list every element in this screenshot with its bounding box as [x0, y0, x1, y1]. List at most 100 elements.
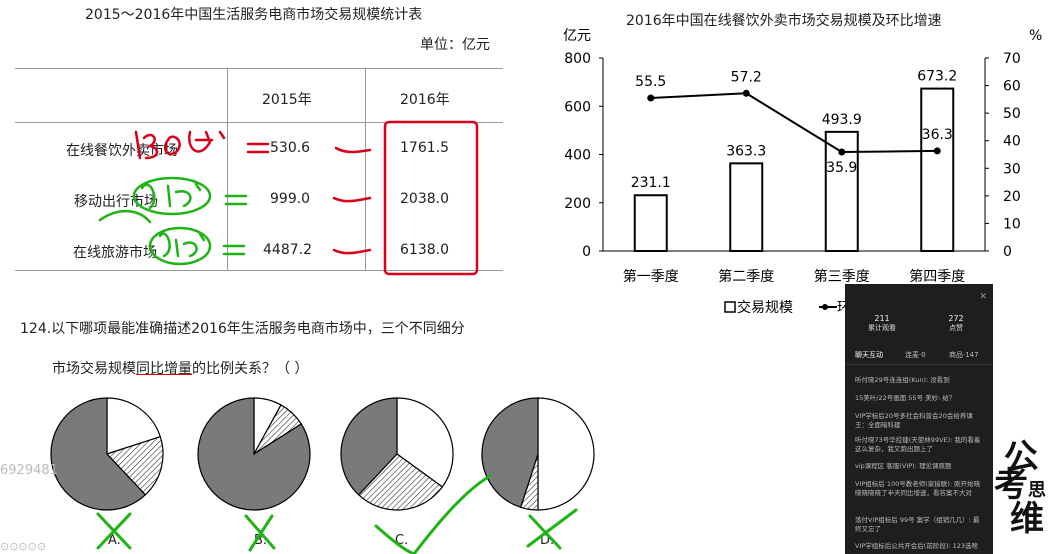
pie-slice	[481, 397, 539, 509]
row-label: 移动出行市场	[74, 194, 158, 210]
table-rule-bottom	[15, 270, 503, 271]
cross-mark	[96, 512, 132, 550]
chat-message: VIP学组标后公共开会后(前阶段): 123选啥	[855, 542, 979, 550]
line-point	[742, 89, 750, 97]
line-point	[647, 94, 655, 102]
table-rule-header	[15, 122, 503, 123]
pie-slice	[357, 453, 444, 511]
table-unit: 单位：亿元	[420, 37, 490, 53]
chat-message: 落付VIP组标后 99号 案学（组销几几）: 最终又忘了	[855, 516, 980, 533]
legend-bar-swatch	[724, 301, 736, 313]
question-text: 124.以下哪项最能准确描述2016年生活服务电商市场中，三个不同细分	[20, 321, 465, 337]
answer-marks	[96, 474, 578, 554]
table-col-divider	[227, 68, 228, 270]
row-value-2015: 999.0	[270, 191, 311, 207]
left-tick-label: 0	[582, 244, 591, 260]
right-axis-unit: %	[1029, 28, 1042, 44]
x-tick-label: 第一季度	[623, 268, 679, 285]
pie-slice	[197, 397, 311, 511]
stat-label: 累计观看	[868, 324, 896, 332]
chat-message: 15美叶/22号画面 55号 美妙: 给？	[855, 394, 956, 402]
close-icon[interactable]: ✕	[979, 292, 987, 302]
right-tick-label: 30	[1003, 161, 1021, 177]
bar-value-label: 673.2	[917, 69, 957, 85]
cross-mark	[526, 508, 578, 550]
pie-slice	[106, 397, 162, 455]
pie-option-b[interactable]	[197, 397, 311, 511]
bar-value-label: 363.3	[726, 143, 766, 159]
bar	[633, 194, 668, 253]
pie-slice	[537, 397, 595, 511]
red-scribble	[134, 130, 372, 160]
right-tick-label: 40	[1003, 134, 1021, 150]
row-label: 在线旅游市场	[73, 245, 157, 261]
cross-mark	[244, 514, 276, 552]
right-tick-label: 60	[1003, 79, 1021, 95]
right-tick-label: 10	[1003, 216, 1021, 232]
right-tick-label: 0	[1003, 244, 1012, 260]
live-chat-panel[interactable]: ✕ 211 累计观看 272 点赞 聊天互动 连麦·0 商品·147 听付晓29…	[845, 284, 993, 554]
line-value-label: 36.3	[922, 127, 953, 143]
chat-message: 听付晓29号连连组(Kun): 没看到	[855, 376, 950, 384]
pie-slice	[396, 397, 454, 488]
brand-logo: 公 考思 维	[994, 435, 1046, 539]
right-tick-label: 20	[1003, 189, 1021, 205]
x-tick-label: 第四季度	[909, 268, 965, 285]
chart: 亿元 % 0 200 400 600 800 0 10 20 30 40 50 60 70 231.1 第一季度…	[563, 28, 1042, 316]
left-tick-label: 600	[564, 99, 591, 115]
bar-value-label: 231.1	[631, 175, 671, 191]
check-mark	[374, 474, 492, 554]
stat-value: 211	[874, 314, 890, 323]
row-value-2015: 4487.2	[263, 242, 312, 258]
chat-message: VIP学标后20号多社会科普会20会给养课王：全面暗科建	[855, 412, 973, 429]
left-axis-unit: 亿元	[563, 28, 591, 44]
answer-pies	[50, 397, 595, 511]
handwriting-annotations	[98, 120, 479, 276]
line-point	[933, 147, 941, 155]
red-dash-marks	[332, 196, 372, 255]
pie-option-a[interactable]	[50, 397, 164, 511]
row-value-2016: 6138.0	[400, 242, 449, 258]
pie-slice	[50, 397, 147, 511]
stat-value: 272	[948, 314, 964, 323]
line-point	[838, 148, 846, 156]
highlight-box	[383, 120, 479, 276]
stat-label: 点赞	[949, 324, 963, 332]
pie-option-c[interactable]	[340, 397, 454, 511]
tab-mic[interactable]: 连麦·0	[905, 351, 926, 359]
legend-bar-label: 交易规模	[737, 299, 793, 316]
pie-slice	[105, 435, 164, 496]
watermark-text: 6929481	[0, 463, 58, 478]
header-2015: 2015年	[262, 92, 312, 108]
left-tick-label: 800	[564, 51, 591, 67]
green-scribble	[98, 176, 248, 266]
row-value-2016: 2038.0	[400, 191, 449, 207]
x-tick-label: 第三季度	[814, 268, 870, 285]
chat-message: VIP组标后 100号教老师(家接联): 刚开始晓晓晓晓晓了半天同比增速，看答案…	[855, 480, 981, 497]
chart-title: 2016年中国在线餐饮外卖市场交易规模及环比增速	[626, 13, 942, 29]
header-2016: 2016年	[400, 92, 450, 108]
row-value-2015: 530.6	[270, 140, 311, 156]
pie-slice	[340, 397, 398, 496]
table-title: 2015～2016年中国生活服务电商市场交易规模统计表	[85, 7, 423, 23]
tab-goods[interactable]: 商品·147	[949, 351, 979, 359]
right-tick-label: 70	[1003, 51, 1021, 67]
underlined-keyword: 同比增量	[136, 361, 192, 377]
bar-value-label: 493.9	[822, 112, 862, 128]
line-value-label: 35.9	[826, 160, 857, 176]
pie-option-d[interactable]	[481, 397, 595, 511]
tab-chat[interactable]: 聊天互动	[855, 351, 883, 359]
bar	[729, 162, 764, 253]
table-rule-top	[15, 68, 503, 69]
question-text-line2: 市场交易规模同比增量的比例关系？（ ）	[52, 361, 309, 377]
row-value-2016: 1761.5	[400, 140, 449, 156]
left-tick-label: 200	[564, 196, 591, 212]
right-tick-label: 50	[1003, 106, 1021, 122]
line-value-label: 55.5	[635, 74, 666, 90]
chat-message: 听付晓73号华控建(天使林99VE): 我的看着这么复杂，我又跑出题上了	[855, 436, 981, 453]
line-value-label: 57.2	[731, 69, 762, 85]
x-tick-label: 第二季度	[718, 268, 774, 285]
chat-message: vip课程区 客服(VIP): 理论课原题	[855, 462, 952, 470]
toolbar-icons[interactable]: ⊙⊙⊙⊙⊙	[0, 540, 47, 553]
bar	[920, 87, 955, 252]
